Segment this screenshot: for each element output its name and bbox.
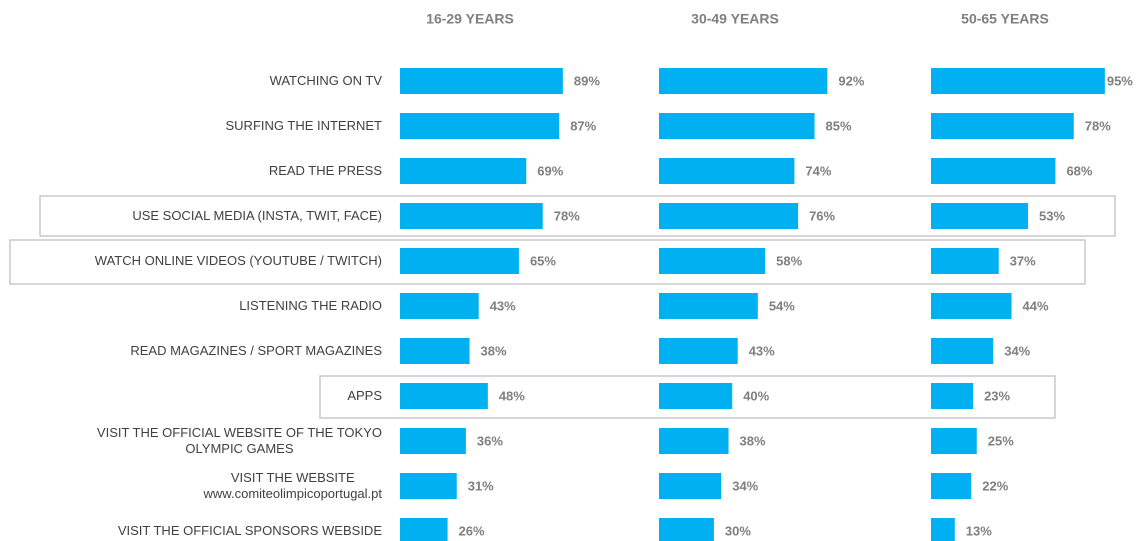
value-label: 31% <box>468 478 494 493</box>
bar <box>659 113 815 139</box>
bar <box>659 338 738 364</box>
value-label: 43% <box>490 298 516 313</box>
bar <box>400 338 470 364</box>
category-label: VISIT THE OFFICIAL WEBSITE OF THE TOKYO … <box>96 425 382 456</box>
value-label: 34% <box>732 478 758 493</box>
panel-title: 16-29 YEARS <box>426 11 514 27</box>
bar <box>659 203 799 229</box>
category-label: READ MAGAZINES / SPORT MAGAZINES <box>130 343 382 358</box>
category-label: SURFING THE INTERNET <box>225 118 383 133</box>
bar <box>931 68 1105 94</box>
bar <box>400 518 448 541</box>
category-label: WATCH ONLINE VIDEOS (YOUTUBE / TWITCH) <box>94 253 382 268</box>
bar <box>400 293 479 319</box>
bar <box>400 203 543 229</box>
value-label: 74% <box>805 163 831 178</box>
value-label: 25% <box>988 433 1014 448</box>
bar <box>400 428 466 454</box>
value-label: 76% <box>809 208 835 223</box>
panel-title: 50-65 YEARS <box>961 11 1049 27</box>
value-label: 68% <box>1066 163 1092 178</box>
panel-title: 30-49 YEARS <box>691 11 779 27</box>
bar <box>931 113 1074 139</box>
value-label: 26% <box>459 523 485 538</box>
value-label: 89% <box>574 73 600 88</box>
bar <box>659 248 766 274</box>
bar <box>931 338 994 364</box>
value-label: 65% <box>530 253 556 268</box>
bar <box>400 248 519 274</box>
value-label: 30% <box>725 523 751 538</box>
bar <box>400 158 527 184</box>
bar <box>931 518 955 541</box>
value-label: 78% <box>1085 118 1111 133</box>
bar <box>931 293 1012 319</box>
category-label: READ THE PRESS <box>268 163 382 178</box>
bar <box>659 428 729 454</box>
bar <box>400 383 488 409</box>
value-label: 78% <box>554 208 580 223</box>
bar <box>400 113 560 139</box>
bar <box>659 158 795 184</box>
category-label: VISIT THE OFFICIAL SPONSORS WEBSIDE <box>117 523 382 538</box>
value-label: 23% <box>984 388 1010 403</box>
highlight-box <box>9 239 1086 285</box>
value-label: 92% <box>838 73 864 88</box>
bar <box>931 428 977 454</box>
category-label: USE SOCIAL MEDIA (INSTA, TWIT, FACE) <box>132 208 382 223</box>
highlight-box <box>39 195 1116 237</box>
bar <box>931 383 974 409</box>
value-label: 58% <box>776 253 802 268</box>
bar <box>400 473 457 499</box>
value-label: 38% <box>740 433 766 448</box>
bar <box>931 203 1028 229</box>
highlight-box <box>319 375 1056 419</box>
value-label: 37% <box>1010 253 1036 268</box>
value-label: 48% <box>499 388 525 403</box>
value-label: 13% <box>966 523 992 538</box>
category-label: WATCHING ON TV <box>269 73 382 88</box>
value-label: 38% <box>481 343 507 358</box>
bar <box>659 518 714 541</box>
bar <box>659 293 758 319</box>
value-label: 40% <box>743 388 769 403</box>
value-label: 43% <box>749 343 775 358</box>
value-label: 53% <box>1039 208 1065 223</box>
value-label: 44% <box>1023 298 1049 313</box>
value-label: 54% <box>769 298 795 313</box>
bar <box>931 473 972 499</box>
value-label: 34% <box>1004 343 1030 358</box>
value-label: 69% <box>537 163 563 178</box>
value-label: 87% <box>570 118 596 133</box>
bar <box>659 68 828 94</box>
category-label: VISIT THE WEBSITE www.comiteolimpicoport… <box>203 470 382 501</box>
bar <box>931 158 1056 184</box>
bar <box>659 473 722 499</box>
value-label: 85% <box>826 118 852 133</box>
value-label: 95% <box>1107 73 1133 88</box>
bar <box>931 248 999 274</box>
category-label: APPS <box>347 388 382 403</box>
bar <box>659 383 733 409</box>
value-label: 22% <box>982 478 1008 493</box>
bar <box>400 68 563 94</box>
value-label: 36% <box>477 433 503 448</box>
category-label: LISTENING THE RADIO <box>239 298 382 313</box>
